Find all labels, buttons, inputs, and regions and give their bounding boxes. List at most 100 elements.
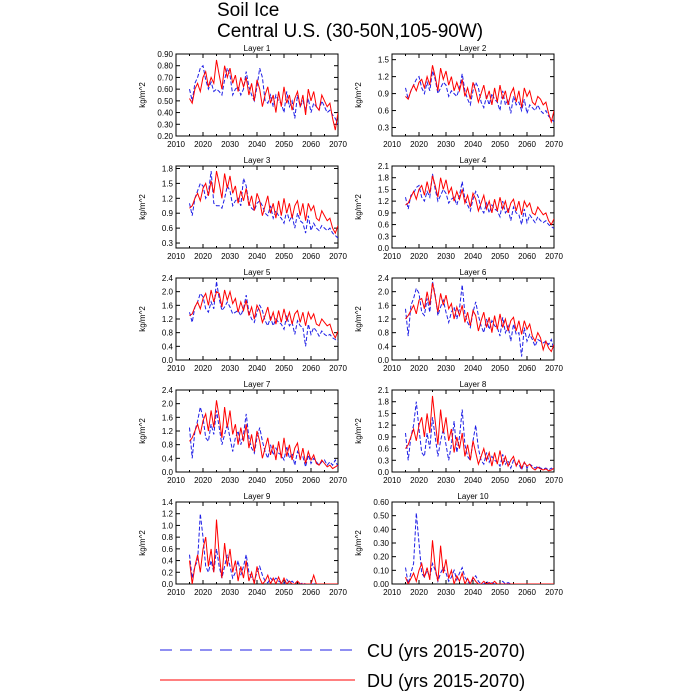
- y-tick-label: 2.4: [378, 274, 390, 283]
- y-tick-label: 0.6: [378, 107, 390, 116]
- panel-title: Layer 9: [244, 492, 271, 501]
- x-tick-label: 2040: [464, 140, 482, 149]
- y-axis-label: kg/m^2: [354, 82, 363, 108]
- y-tick-label: 1.6: [162, 301, 174, 310]
- x-tick-label: 2020: [194, 476, 212, 485]
- y-tick-label: 1.2: [162, 194, 174, 203]
- y-tick-label: 0.8: [162, 441, 174, 450]
- x-tick-label: 2040: [248, 364, 266, 373]
- x-tick-label: 2030: [437, 588, 455, 597]
- y-tick-label: 1.2: [162, 315, 174, 324]
- y-tick-label: 1.2: [378, 315, 390, 324]
- x-tick-label: 2060: [302, 588, 320, 597]
- series-cu-line: [189, 64, 338, 125]
- x-tick-label: 2050: [491, 140, 509, 149]
- legend-cu-label: CU (yrs 2015-2070): [367, 641, 525, 661]
- panel-layer-2: Layer 2 kg/m^2 2010 2020 2030 2040 2050 2060 207…: [354, 44, 563, 149]
- y-tick-label: 0.6: [378, 445, 390, 454]
- y-tick-label: 0.60: [373, 498, 389, 507]
- x-tick-label: 2030: [437, 140, 455, 149]
- y-tick-label: 0.70: [157, 73, 173, 82]
- plot-frame: [391, 53, 555, 137]
- x-tick-label: 2020: [410, 252, 428, 261]
- series-cu-line: [189, 170, 338, 239]
- x-tick-label: 2070: [329, 364, 347, 373]
- series-cu-line: [405, 281, 554, 357]
- y-tick-label: 0.0: [162, 580, 174, 589]
- x-tick-label: 2070: [545, 364, 563, 373]
- x-tick-label: 2050: [491, 588, 509, 597]
- series-du-line: [189, 400, 338, 470]
- series-cu-line: [189, 513, 338, 584]
- series-du-line: [405, 283, 554, 353]
- y-tick-label: 0.0: [378, 356, 390, 365]
- y-axis-label: kg/m^2: [354, 194, 363, 220]
- y-tick-label: 1.2: [378, 197, 390, 206]
- y-tick-label: 1.5: [378, 409, 390, 418]
- y-tick-label: 2.4: [162, 386, 174, 395]
- x-tick-label: 2070: [545, 140, 563, 149]
- x-tick-label: 2060: [302, 252, 320, 261]
- y-tick-label: 0.0: [162, 356, 174, 365]
- panel-layer-9: Layer 9 kg/m^2 2010 2020 2030 2040 2050 2060 207…: [138, 492, 347, 597]
- series-du-line: [189, 289, 338, 339]
- y-tick-label: 0.2: [162, 568, 174, 577]
- panel-layer-1: Layer 1 kg/m^2 2010 2020 2030 2040 2050 2060 207…: [138, 44, 347, 149]
- x-tick-label: 2010: [383, 364, 401, 373]
- legend-du-label: DU (yrs 2015-2070): [367, 671, 525, 691]
- x-tick-label: 2020: [194, 364, 212, 373]
- series-cu-line: [405, 70, 554, 123]
- series-cu-line: [405, 512, 554, 584]
- x-tick-label: 2070: [545, 252, 563, 261]
- y-tick-label: 0.8: [162, 329, 174, 338]
- x-tick-label: 2040: [464, 364, 482, 373]
- x-tick-label: 2070: [545, 588, 563, 597]
- y-tick-label: 0.0: [162, 468, 174, 477]
- y-tick-label: 1.2: [162, 427, 174, 436]
- y-tick-label: 0.6: [162, 545, 174, 554]
- series-du-line: [405, 395, 554, 472]
- panel-title: Layer 7: [244, 380, 271, 389]
- y-axis-label: kg/m^2: [138, 306, 147, 332]
- y-tick-label: 0.90: [157, 50, 173, 59]
- panel-title: Layer 6: [460, 268, 487, 277]
- x-tick-label: 2010: [167, 364, 185, 373]
- y-tick-label: 0.40: [373, 525, 389, 534]
- y-tick-label: 2.0: [162, 288, 174, 297]
- x-tick-label: 2040: [248, 588, 266, 597]
- x-tick-label: 2020: [410, 140, 428, 149]
- series-cu-line: [189, 406, 338, 468]
- y-tick-label: 1.5: [378, 56, 390, 65]
- y-tick-label: 0.30: [373, 539, 389, 548]
- y-tick-label: 0.4: [162, 342, 174, 351]
- x-tick-label: 2050: [491, 252, 509, 261]
- plot-frame: [391, 277, 555, 361]
- y-tick-label: 1.2: [378, 421, 390, 430]
- panel-title: Layer 10: [457, 492, 489, 501]
- y-tick-label: 0.50: [157, 97, 173, 106]
- y-axis-label: kg/m^2: [354, 418, 363, 444]
- series-cu-line: [405, 173, 554, 229]
- x-tick-label: 2070: [329, 476, 347, 485]
- plot-frame: [175, 53, 339, 137]
- y-tick-label: 0.30: [157, 120, 173, 129]
- x-tick-label: 2040: [248, 252, 266, 261]
- y-tick-label: 0.8: [378, 329, 390, 338]
- y-axis-label: kg/m^2: [138, 82, 147, 108]
- y-tick-label: 0.3: [378, 456, 390, 465]
- series-cu-line: [189, 281, 338, 347]
- x-tick-label: 2030: [221, 364, 239, 373]
- x-tick-label: 2040: [464, 252, 482, 261]
- panel-layer-5: Layer 5 kg/m^2 2010 2020 2030 2040 2050 2060 207…: [138, 268, 347, 373]
- y-axis-label: kg/m^2: [138, 530, 147, 556]
- x-tick-label: 2030: [437, 252, 455, 261]
- y-tick-label: 0.9: [378, 90, 390, 99]
- x-tick-label: 2050: [275, 140, 293, 149]
- y-tick-label: 0.50: [373, 512, 389, 521]
- y-tick-label: 2.4: [162, 274, 174, 283]
- y-tick-label: 1.8: [378, 398, 390, 407]
- y-tick-label: 0.9: [378, 209, 390, 218]
- x-tick-label: 2020: [194, 588, 212, 597]
- y-tick-label: 0.10: [373, 566, 389, 575]
